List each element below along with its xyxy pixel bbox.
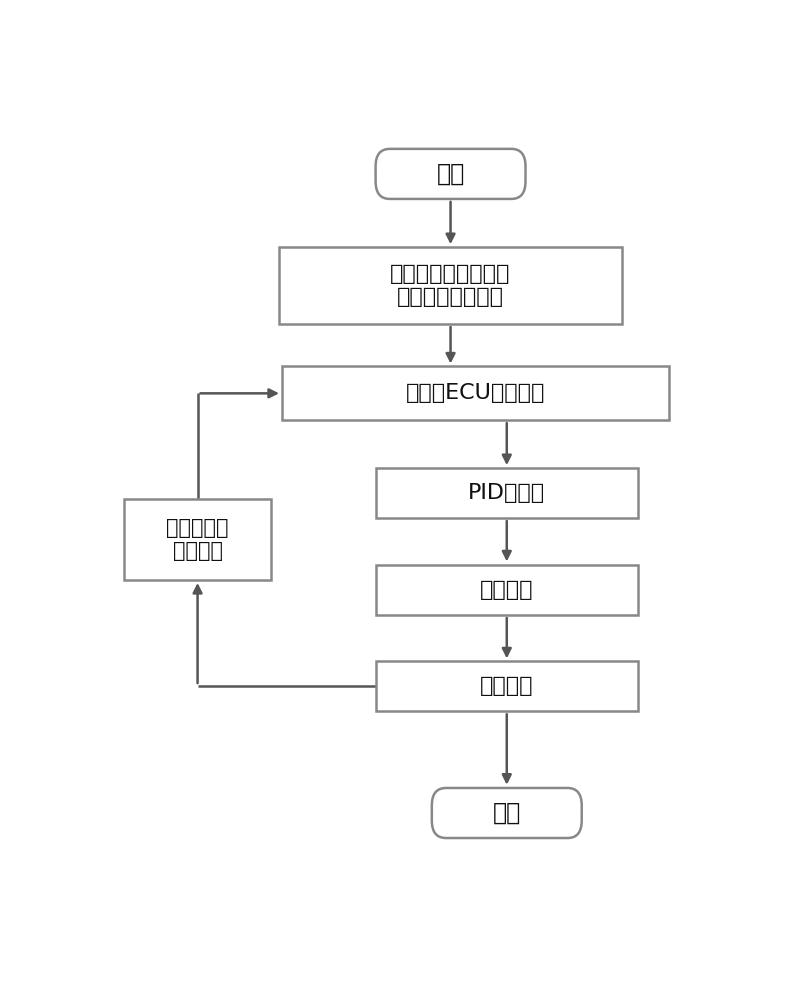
FancyBboxPatch shape — [376, 149, 526, 199]
Text: 结束: 结束 — [492, 801, 521, 825]
Text: 冷却风扇转
速传感器: 冷却风扇转 速传感器 — [166, 518, 229, 561]
Text: 发动机冷却液温度传
感器采集温度信号: 发动机冷却液温度传 感器采集温度信号 — [390, 264, 511, 307]
FancyBboxPatch shape — [124, 499, 271, 580]
FancyBboxPatch shape — [376, 565, 638, 615]
Text: 驱动电机: 驱动电机 — [480, 580, 534, 600]
FancyBboxPatch shape — [376, 468, 638, 518]
Text: 冷却风扇: 冷却风扇 — [480, 676, 534, 696]
FancyBboxPatch shape — [282, 366, 669, 420]
FancyBboxPatch shape — [279, 247, 622, 324]
Text: 发动机ECU控制单元: 发动机ECU控制单元 — [406, 383, 545, 403]
Text: 开始: 开始 — [436, 162, 465, 186]
FancyBboxPatch shape — [432, 788, 582, 838]
FancyBboxPatch shape — [376, 661, 638, 711]
Text: PID控制器: PID控制器 — [468, 483, 546, 503]
